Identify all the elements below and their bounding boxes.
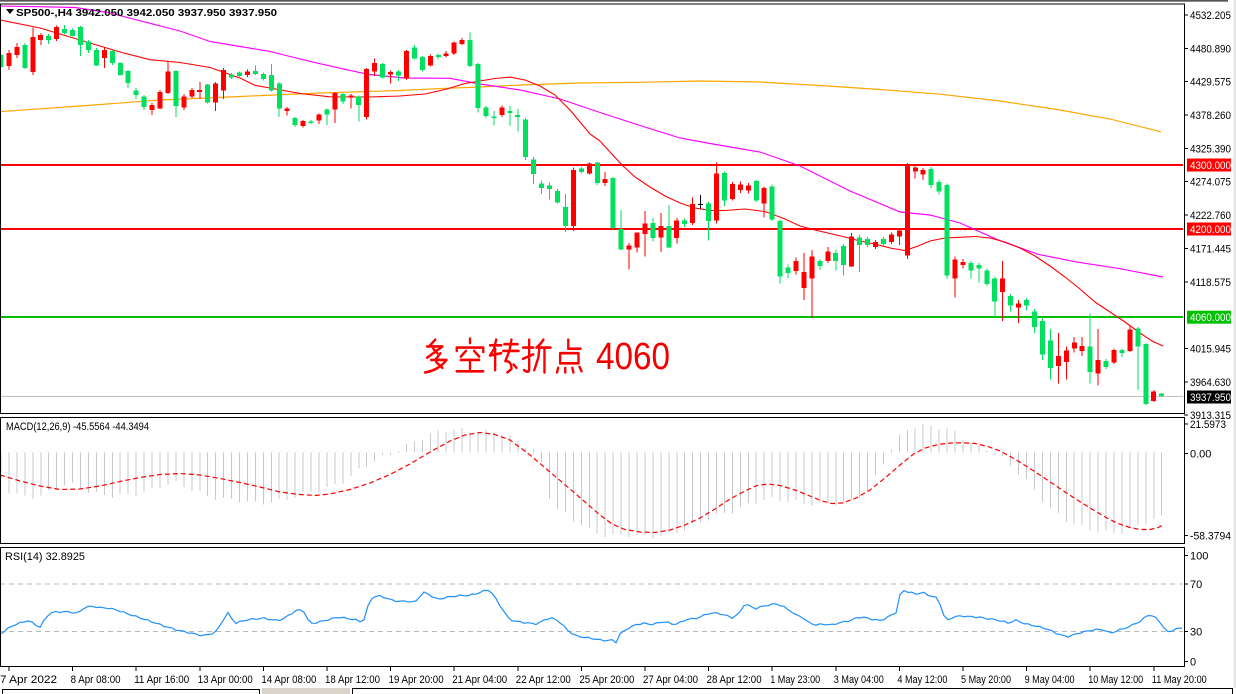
svg-text:4274.075: 4274.075 bbox=[1190, 177, 1231, 189]
svg-text:4429.575: 4429.575 bbox=[1190, 77, 1231, 89]
svg-text:18 Apr 12:00: 18 Apr 12:00 bbox=[325, 674, 380, 686]
svg-text:10 May 12:00: 10 May 12:00 bbox=[1088, 674, 1143, 686]
svg-text:100: 100 bbox=[1190, 550, 1208, 562]
svg-text:0.00: 0.00 bbox=[1190, 448, 1211, 460]
svg-text:5 May 20:00: 5 May 20:00 bbox=[961, 674, 1011, 686]
svg-text:SP500-,H4 3942.050 3942.050 3: SP500-,H4 3942.050 3942.050 3937.950 393… bbox=[16, 7, 277, 19]
svg-text:1 May 23:00: 1 May 23:00 bbox=[770, 674, 820, 686]
svg-text:3 May 04:00: 3 May 04:00 bbox=[834, 674, 884, 686]
svg-text:4325.390: 4325.390 bbox=[1190, 143, 1231, 155]
svg-text:28 Apr 12:00: 28 Apr 12:00 bbox=[707, 674, 762, 686]
svg-text:4 May 12:00: 4 May 12:00 bbox=[897, 674, 947, 686]
svg-text:RSI(14) 32.8925: RSI(14) 32.8925 bbox=[5, 551, 85, 563]
svg-text:19 Apr 20:00: 19 Apr 20:00 bbox=[389, 674, 444, 686]
svg-text:21 Apr 04:00: 21 Apr 04:00 bbox=[452, 674, 507, 686]
svg-text:4480.890: 4480.890 bbox=[1190, 43, 1231, 55]
svg-text:70: 70 bbox=[1190, 579, 1202, 591]
svg-text:MACD(12,26,9) -45.5564 -44.349: MACD(12,26,9) -45.5564 -44.3494 bbox=[6, 421, 149, 433]
svg-text:22 Apr 12:00: 22 Apr 12:00 bbox=[516, 674, 571, 686]
svg-text:0: 0 bbox=[1190, 656, 1196, 668]
svg-text:3964.630: 3964.630 bbox=[1190, 377, 1231, 389]
svg-text:4300.000: 4300.000 bbox=[1190, 160, 1231, 172]
svg-text:4532.205: 4532.205 bbox=[1190, 10, 1231, 22]
svg-text:4378.260: 4378.260 bbox=[1190, 110, 1231, 122]
svg-text:7 Apr 2022: 7 Apr 2022 bbox=[0, 674, 57, 686]
svg-text:30: 30 bbox=[1190, 626, 1202, 638]
svg-text:14 Apr 08:00: 14 Apr 08:00 bbox=[261, 674, 316, 686]
svg-text:21.5973: 21.5973 bbox=[1190, 419, 1226, 431]
svg-text:8 Apr 08:00: 8 Apr 08:00 bbox=[71, 674, 121, 686]
svg-text:4015.945: 4015.945 bbox=[1190, 344, 1231, 356]
svg-text:-58.3794: -58.3794 bbox=[1190, 531, 1231, 543]
svg-text:3913.315: 3913.315 bbox=[1190, 410, 1231, 422]
svg-text:9 May 04:00: 9 May 04:00 bbox=[1025, 674, 1075, 686]
svg-text:4118.575: 4118.575 bbox=[1190, 277, 1231, 289]
svg-text:4060.000: 4060.000 bbox=[1190, 312, 1231, 324]
svg-text:27 Apr 04:00: 27 Apr 04:00 bbox=[643, 674, 698, 686]
svg-text:4200.000: 4200.000 bbox=[1190, 224, 1231, 236]
svg-text:11 May 20:00: 11 May 20:00 bbox=[1152, 674, 1207, 686]
svg-text:4060: 4060 bbox=[596, 336, 670, 378]
svg-text:4171.445: 4171.445 bbox=[1190, 243, 1231, 255]
svg-text:4222.760: 4222.760 bbox=[1190, 210, 1231, 222]
svg-text:13 Apr 00:00: 13 Apr 00:00 bbox=[198, 674, 253, 686]
svg-text:25 Apr 20:00: 25 Apr 20:00 bbox=[579, 674, 634, 686]
svg-text:3937.950: 3937.950 bbox=[1190, 392, 1231, 404]
svg-text:11 Apr 16:00: 11 Apr 16:00 bbox=[134, 674, 189, 686]
